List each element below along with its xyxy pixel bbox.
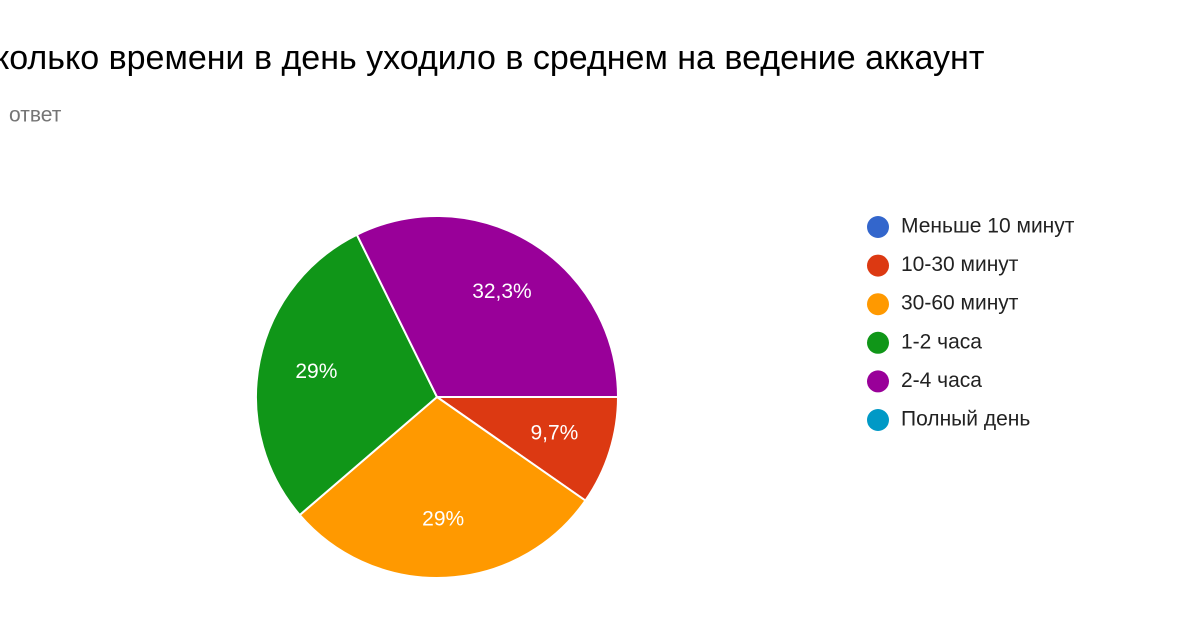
pie-slice [255, 233, 439, 517]
pie-slice [433, 396, 620, 503]
pie-slice [298, 395, 587, 579]
pie-slice [355, 215, 620, 398]
legend-label: 2-4 часа [901, 369, 982, 392]
legend-marker [867, 254, 889, 277]
legend-marker [867, 331, 889, 354]
legend-label: 30-60 минут [901, 292, 1019, 315]
chart-title: колько времени в день уходило в среднем … [0, 39, 984, 77]
chart-subtitle: ответ [9, 104, 62, 127]
legend-marker [867, 216, 889, 238]
legend-label: Меньше 10 минут [901, 215, 1075, 238]
legend-marker [867, 293, 889, 316]
legend-label: 1-2 часа [901, 330, 982, 353]
slice-label: 29% [422, 507, 464, 530]
slice-label: 29% [295, 360, 337, 383]
slice-label: 9,7% [530, 421, 578, 444]
slice-label: 32,3% [472, 280, 532, 303]
legend-label: Полный день [901, 408, 1030, 431]
legend-marker [867, 370, 889, 393]
legend-marker [867, 409, 889, 431]
legend-label: 10-30 минут [901, 253, 1019, 276]
